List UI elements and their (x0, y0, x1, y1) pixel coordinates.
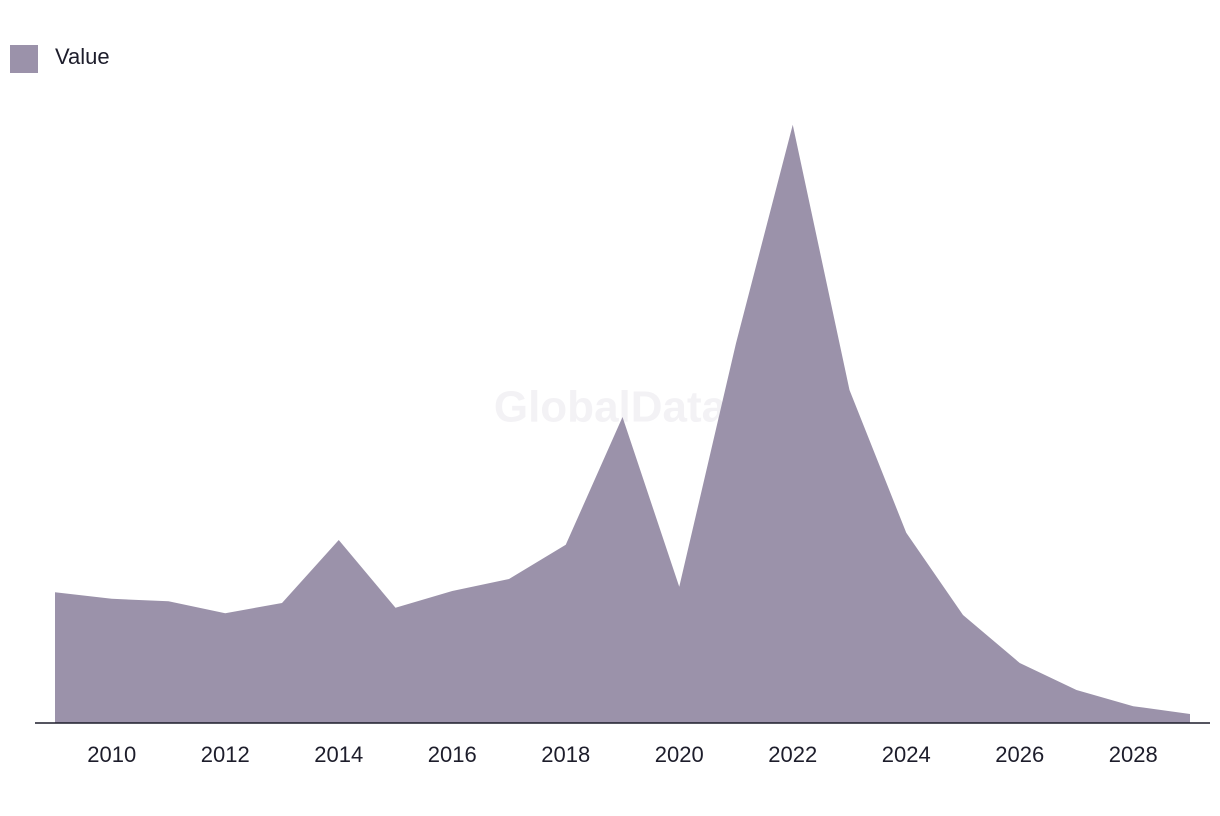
area (55, 124, 1190, 724)
x-tick-label: 2026 (995, 742, 1044, 767)
x-tick-label: 2028 (1109, 742, 1158, 767)
x-tick-label: 2020 (655, 742, 704, 767)
x-tick-label: 2024 (882, 742, 931, 767)
x-tick-label: 2022 (768, 742, 817, 767)
x-tick-label: 2014 (314, 742, 363, 767)
x-tick-label: 2018 (541, 742, 590, 767)
x-tick-label: 2012 (201, 742, 250, 767)
x-tick-label: 2016 (428, 742, 477, 767)
watermark: GlobalData (494, 383, 727, 432)
x-tick-label: 2010 (87, 742, 136, 767)
legend-swatch (10, 45, 38, 73)
legend-label: Value (55, 44, 110, 69)
